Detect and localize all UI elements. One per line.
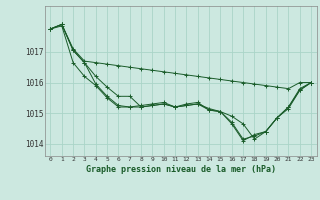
X-axis label: Graphe pression niveau de la mer (hPa): Graphe pression niveau de la mer (hPa)	[86, 165, 276, 174]
